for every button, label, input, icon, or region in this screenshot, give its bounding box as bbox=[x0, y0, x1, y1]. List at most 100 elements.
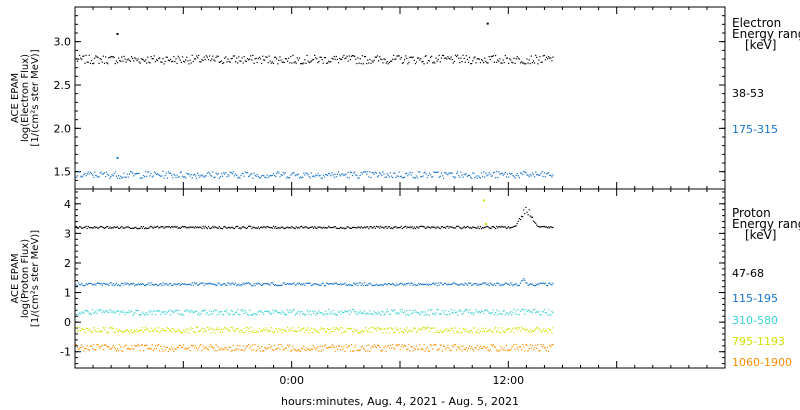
data-point bbox=[387, 345, 389, 347]
data-point bbox=[272, 173, 275, 175]
data-point bbox=[368, 328, 370, 330]
data-point bbox=[165, 330, 167, 332]
data-point bbox=[457, 314, 459, 316]
data-point bbox=[497, 350, 499, 352]
data-point bbox=[427, 309, 429, 311]
data-point bbox=[322, 62, 324, 64]
data-point bbox=[95, 349, 97, 351]
data-point bbox=[159, 350, 161, 352]
data-point bbox=[521, 61, 523, 63]
data-point bbox=[303, 283, 305, 285]
data-point bbox=[113, 285, 115, 287]
data-point bbox=[430, 327, 432, 329]
data-point bbox=[366, 226, 368, 228]
data-point bbox=[341, 173, 343, 175]
data-point bbox=[267, 330, 269, 332]
data-point bbox=[322, 174, 324, 176]
spike-point bbox=[486, 22, 489, 25]
data-point bbox=[450, 226, 452, 228]
data-point bbox=[141, 311, 143, 313]
data-point bbox=[534, 176, 536, 178]
data-point bbox=[290, 327, 292, 329]
data-point bbox=[89, 283, 91, 285]
data-point bbox=[463, 310, 465, 312]
data-point bbox=[204, 330, 206, 332]
data-point bbox=[259, 330, 262, 332]
data-point bbox=[502, 174, 504, 176]
data-point bbox=[340, 58, 342, 61]
data-point bbox=[166, 284, 168, 286]
data-point bbox=[422, 311, 424, 313]
data-point bbox=[498, 283, 500, 285]
data-point bbox=[479, 226, 481, 228]
data-point bbox=[111, 284, 113, 286]
data-point bbox=[236, 328, 238, 330]
data-point bbox=[346, 311, 348, 313]
data-point bbox=[98, 346, 100, 348]
data-point bbox=[255, 282, 257, 284]
data-point bbox=[202, 225, 204, 227]
data-point bbox=[110, 327, 112, 329]
data-point bbox=[482, 176, 484, 178]
data-point bbox=[193, 331, 195, 333]
data-point bbox=[120, 175, 122, 177]
data-point bbox=[235, 311, 237, 313]
data-point bbox=[490, 312, 492, 314]
data-point bbox=[411, 226, 413, 228]
data-point bbox=[259, 226, 262, 228]
data-point bbox=[387, 311, 389, 313]
data-point bbox=[323, 328, 325, 330]
data-point bbox=[82, 55, 84, 57]
data-point bbox=[417, 330, 419, 332]
data-point bbox=[168, 172, 171, 174]
data-point bbox=[434, 344, 436, 346]
data-point bbox=[75, 284, 77, 286]
data-point bbox=[435, 171, 437, 173]
data-point bbox=[432, 313, 434, 315]
data-point bbox=[291, 173, 293, 175]
data-point bbox=[348, 327, 350, 329]
data-point bbox=[186, 227, 188, 229]
data-point bbox=[183, 176, 185, 178]
data-point bbox=[188, 173, 190, 175]
data-point bbox=[287, 176, 289, 178]
data-point bbox=[287, 226, 289, 228]
data-point bbox=[527, 214, 529, 216]
data-point bbox=[447, 314, 449, 316]
data-point bbox=[443, 227, 445, 229]
data-point bbox=[441, 331, 444, 333]
data-point bbox=[410, 313, 412, 315]
data-point bbox=[466, 225, 468, 227]
data-point bbox=[460, 57, 462, 59]
data-point bbox=[411, 330, 413, 332]
data-point bbox=[268, 283, 270, 285]
data-point bbox=[119, 227, 121, 229]
data-point bbox=[513, 343, 515, 345]
data-point bbox=[448, 172, 450, 174]
data-point bbox=[128, 284, 130, 286]
data-point bbox=[83, 312, 85, 315]
data-point bbox=[369, 310, 371, 312]
data-point bbox=[499, 284, 501, 286]
data-point bbox=[105, 56, 107, 58]
data-point bbox=[138, 227, 140, 230]
data-point bbox=[230, 309, 232, 312]
data-point bbox=[98, 175, 100, 177]
data-point bbox=[310, 226, 312, 228]
data-point bbox=[239, 177, 241, 179]
data-point bbox=[174, 174, 176, 176]
data-point bbox=[545, 350, 548, 352]
data-point bbox=[445, 310, 447, 312]
data-point bbox=[223, 62, 225, 64]
data-point bbox=[365, 56, 367, 58]
data-point bbox=[87, 225, 89, 227]
data-point bbox=[191, 345, 193, 347]
data-point bbox=[428, 226, 431, 229]
data-point bbox=[245, 311, 247, 313]
data-point bbox=[407, 63, 409, 65]
data-point bbox=[110, 348, 112, 350]
data-point bbox=[431, 345, 433, 347]
data-point bbox=[381, 310, 383, 312]
data-point bbox=[84, 309, 86, 311]
data-point bbox=[211, 175, 213, 177]
